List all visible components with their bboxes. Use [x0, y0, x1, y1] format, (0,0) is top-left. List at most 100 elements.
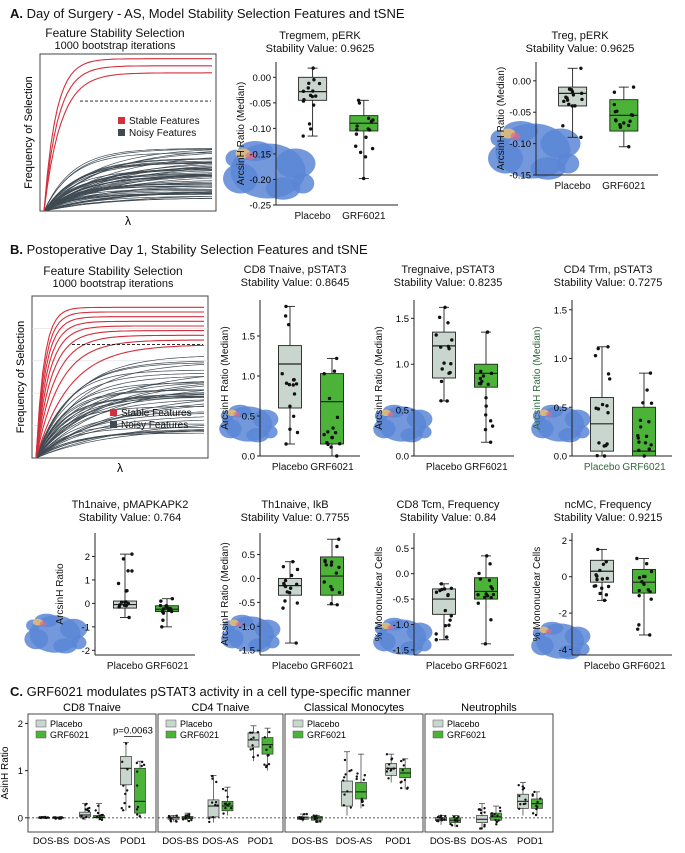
- data-point: [449, 586, 454, 591]
- data-point: [301, 89, 306, 94]
- data-point: [316, 820, 319, 823]
- grf6021-legend-swatch: [165, 730, 177, 739]
- data-point: [138, 815, 141, 818]
- data-point: [98, 817, 102, 821]
- noisy-feature-line: [35, 383, 205, 459]
- data-point: [337, 537, 341, 541]
- data-point: [490, 424, 495, 428]
- data-point: [483, 807, 486, 810]
- y-axis-label: ArcsinH Ratio (Median): [496, 67, 507, 170]
- data-point: [170, 596, 175, 601]
- data-point: [434, 632, 438, 636]
- data-point: [637, 576, 642, 580]
- data-point: [211, 815, 215, 819]
- x-tick-label: DOS-AS: [74, 836, 110, 847]
- data-point: [142, 763, 146, 767]
- tsne-cluster: [265, 635, 280, 649]
- noisy-feature-line: [35, 382, 205, 459]
- data-point: [593, 353, 598, 358]
- stable-feature-line: [43, 58, 212, 212]
- y-tick-label: 0.5: [242, 550, 255, 561]
- data-point: [644, 561, 649, 566]
- p-value-annotation: p=0.0063: [113, 726, 153, 737]
- chart-b4: 2 1 0 -1 -2 ArcsinH Ratio Placebo GRF6021: [24, 533, 195, 672]
- data-point: [483, 427, 488, 432]
- data-point: [535, 804, 538, 808]
- y-tick-label: 0.0: [396, 569, 409, 580]
- y-tick-label: -0.10: [249, 124, 271, 135]
- y-tick-label: 1: [85, 575, 90, 586]
- data-point: [306, 86, 310, 90]
- data-point: [312, 78, 316, 82]
- data-point: [125, 589, 129, 593]
- tsne-cluster: [531, 419, 554, 439]
- data-point: [498, 806, 502, 809]
- data-point: [135, 784, 139, 787]
- data-point: [605, 404, 609, 408]
- data-point: [322, 580, 326, 584]
- chart-b3: 0.0 0.5 1.0 1.5 ArcsinH Ratio (Median) Placeb…: [531, 300, 672, 473]
- y-tick-label: 0.5: [242, 412, 255, 423]
- data-point: [38, 816, 41, 819]
- data-point: [536, 800, 539, 804]
- placebo-legend-swatch: [432, 719, 444, 728]
- data-point: [263, 736, 267, 739]
- data-point: [437, 315, 442, 320]
- noisy-feature-line: [35, 403, 205, 459]
- data-point: [647, 447, 651, 451]
- data-point: [484, 404, 488, 408]
- tsne-cluster: [488, 143, 523, 174]
- x-tick-label: POD1: [248, 836, 274, 847]
- data-point: [479, 811, 483, 815]
- chart-b4-title: Th1naive, pMAPKAPK2 Stability Value: 0.76…: [71, 499, 189, 524]
- tsne-cluster: [530, 157, 566, 180]
- x-tick-label: Placebo: [272, 661, 309, 672]
- data-point: [517, 807, 521, 810]
- x-tick-label: Placebo: [295, 211, 332, 222]
- data-point: [284, 381, 289, 385]
- data-point: [161, 618, 165, 622]
- data-point: [252, 736, 255, 739]
- data-point: [496, 814, 499, 817]
- data-point: [333, 430, 338, 435]
- data-point: [301, 134, 305, 138]
- data-point: [385, 753, 389, 756]
- data-point: [366, 116, 371, 120]
- data-point: [97, 804, 100, 807]
- data-point: [649, 443, 653, 447]
- data-point: [287, 591, 292, 595]
- data-point: [478, 577, 483, 581]
- data-point: [446, 321, 450, 325]
- data-point: [570, 89, 575, 94]
- tsne-cluster: [564, 409, 591, 429]
- x-tick-label: GRF6021: [622, 661, 666, 672]
- data-point: [283, 314, 288, 318]
- data-point: [628, 119, 632, 123]
- y-tick-label: 2: [85, 552, 90, 563]
- section-b-title: B. Postoperative Day 1, Stability Select…: [10, 242, 368, 257]
- y-tick-label: 2: [18, 719, 23, 730]
- x-tick-label: GRF6021: [464, 661, 508, 672]
- data-point: [604, 560, 608, 564]
- data-point: [267, 762, 271, 766]
- data-point: [216, 804, 219, 807]
- data-point: [343, 793, 346, 796]
- noisy-feature-line: [35, 413, 205, 459]
- noisy-feature-line: [35, 362, 205, 459]
- chart-b6-title: CD8 Tcm, Frequency Stability Value: 0.84: [396, 499, 500, 524]
- data-point: [280, 372, 284, 376]
- data-point: [370, 146, 375, 151]
- data-point: [118, 603, 122, 607]
- data-point: [360, 797, 364, 801]
- tsne-cluster: [53, 638, 78, 654]
- data-point: [187, 819, 191, 823]
- grf6021-legend-swatch: [35, 730, 47, 739]
- data-point: [291, 383, 295, 387]
- facet-title: CD4 Tnaive: [192, 702, 250, 714]
- data-point: [184, 816, 187, 819]
- y-tick-label: 0: [85, 599, 90, 610]
- data-point: [641, 574, 646, 579]
- stability-a-title: Feature Stability Selection 1000 bootstr…: [45, 26, 185, 53]
- data-point: [644, 434, 649, 439]
